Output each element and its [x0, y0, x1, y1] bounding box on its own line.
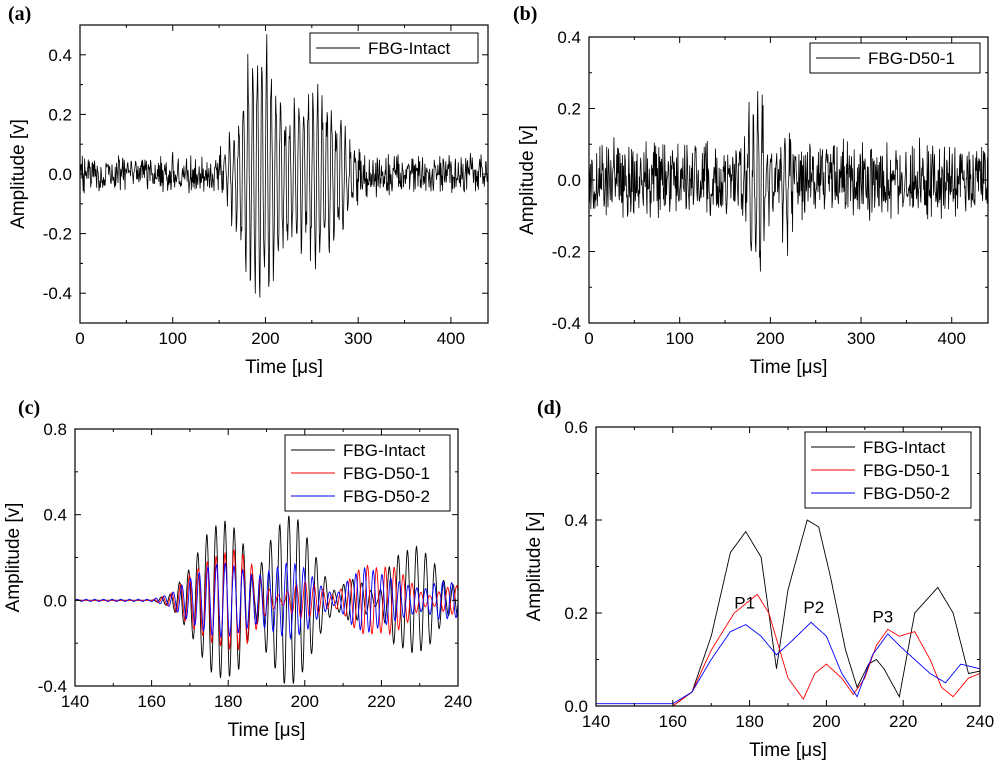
x-tick-label: 140: [582, 712, 610, 731]
x-tick-label: 100: [665, 329, 693, 348]
y-tick-label: -0.2: [552, 243, 581, 262]
series-line-fbg-d50-1: [589, 91, 988, 272]
x-axis-title: Time [μs]: [228, 720, 306, 741]
y-tick-label: 0.2: [557, 100, 581, 119]
x-tick-label: 140: [61, 692, 89, 711]
y-tick-label: -0.4: [552, 314, 581, 333]
x-axis-title: Time [μs]: [749, 740, 827, 761]
y-tick-label: -0.4: [43, 284, 72, 303]
y-tick-label: 0.6: [564, 418, 588, 437]
x-tick-label: 220: [889, 712, 917, 731]
chart-panel-d: 140 160 180 200 220 240 0.0 0.2 0.4 0.6 Time [μs] A…: [524, 418, 994, 761]
y-tick-label: 0.4: [557, 28, 581, 47]
y-tick-label: 0.2: [564, 604, 588, 623]
series-line-fbg-d50-2: [596, 621, 980, 705]
legend-label: FBG-D50-2: [863, 484, 950, 503]
y-tick-label: 0.4: [564, 511, 588, 530]
peak-annotation: P2: [803, 598, 824, 617]
legend-label: FBG-Intact: [863, 438, 945, 457]
peak-annotation: P3: [872, 607, 893, 626]
series-line-fbg-intact: [80, 34, 488, 298]
series-group: [589, 91, 988, 272]
panel-label-d: (d): [537, 397, 561, 419]
x-axis-title: Time [μs]: [750, 357, 828, 378]
series-line-fbg-d50-1: [596, 593, 980, 706]
y-tick-label: 0.0: [557, 171, 581, 190]
legend-label: FBG-D50-1: [343, 464, 430, 483]
chart-panel-b: 0 100 200 300 400 -0.4 -0.2 0.0 0.2 0.4 Time [μs] A…: [517, 28, 989, 378]
y-tick-label: 0.8: [43, 420, 67, 439]
y-tick-label: 0.0: [43, 591, 67, 610]
x-tick-label: 200: [812, 712, 840, 731]
legend-label: FBG-D50-2: [343, 487, 430, 506]
series-group: [596, 519, 980, 706]
legend-box: [804, 431, 972, 509]
y-tick-label: 0.0: [564, 697, 588, 716]
x-tick-label: 300: [847, 329, 875, 348]
y-tick-label: -0.2: [43, 225, 72, 244]
y-axis-title: Amplitude [v]: [517, 125, 538, 235]
x-tick-label: 240: [966, 712, 994, 731]
legend-label: FBG-D50-1: [868, 49, 955, 68]
panel-label-a: (a): [8, 3, 31, 25]
y-axis-title: Amplitude [v]: [8, 119, 29, 229]
x-tick-label: 200: [291, 692, 319, 711]
x-tick-label: 180: [735, 712, 763, 731]
y-tick-label: 0.4: [48, 46, 72, 65]
series-line-fbg-intact: [596, 519, 980, 706]
x-tick-label: 0: [75, 329, 84, 348]
x-tick-label: 220: [367, 692, 395, 711]
x-tick-label: 400: [938, 329, 966, 348]
legend-label: FBG-D50-1: [863, 461, 950, 480]
x-tick-label: 200: [756, 329, 784, 348]
y-axis-title: Amplitude [v]: [524, 512, 545, 622]
y-tick-label: -0.4: [38, 677, 67, 696]
peak-annotation: P1: [734, 593, 755, 612]
y-tick-label: 0.4: [43, 506, 67, 525]
x-tick-label: 0: [584, 329, 593, 348]
x-tick-label: 160: [659, 712, 687, 731]
x-tick-label: 160: [137, 692, 165, 711]
series-group: [80, 34, 488, 298]
panel-label-c: (c): [18, 397, 40, 419]
x-tick-label: 300: [344, 329, 372, 348]
legend-label: FBG-Intact: [343, 441, 425, 460]
legend-label: FBG-Intact: [368, 39, 450, 58]
x-tick-label: 100: [159, 329, 187, 348]
chart-panel-c: 140 160 180 200 220 240 -0.4 0.0 0.4 0.8 Time [μs]…: [3, 420, 472, 741]
x-tick-label: 240: [444, 692, 472, 711]
y-axis-title: Amplitude [v]: [3, 503, 24, 613]
x-tick-label: 400: [437, 329, 465, 348]
x-axis-title: Time [μs]: [245, 357, 323, 378]
y-tick-label: 0.2: [48, 105, 72, 124]
x-tick-label: 180: [214, 692, 242, 711]
chart-panel-a: 0 100 200 300 400 -0.4 -0.2 0.0 0.2 0.4 Time [μs] A…: [8, 24, 489, 378]
series-group: [75, 515, 458, 684]
x-tick-label: 200: [251, 329, 279, 348]
legend-box: [809, 42, 981, 74]
series-line-fbg-d50-2: [75, 562, 458, 640]
y-tick-label: 0.0: [48, 165, 72, 184]
panel-label-b: (b): [513, 3, 537, 25]
